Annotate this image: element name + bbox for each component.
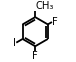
Text: CH₃: CH₃ [35,1,54,11]
Text: F: F [32,51,38,61]
Text: F: F [52,17,58,27]
Text: I: I [13,38,16,48]
